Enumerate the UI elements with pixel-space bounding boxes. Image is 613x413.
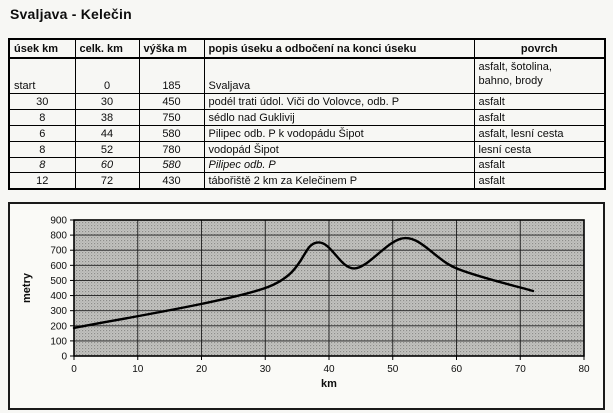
header-povrch: povrch bbox=[473, 38, 606, 59]
route-table-header: úsek km celk. km výška m popis úseku a o… bbox=[8, 38, 606, 59]
x-tick-label: 80 bbox=[578, 364, 590, 375]
cell-celk-km: 52 bbox=[74, 141, 140, 158]
cell-vyska-m: 430 bbox=[138, 172, 205, 190]
cell-vyska-m: 780 bbox=[138, 141, 205, 158]
y-tick-label: 700 bbox=[50, 246, 67, 257]
y-tick-label: 100 bbox=[50, 336, 67, 347]
route-table: úsek km celk. km výška m popis úseku a o… bbox=[8, 38, 606, 190]
cell-vyska-m: 580 bbox=[138, 125, 205, 142]
header-usek-km: úsek km bbox=[8, 38, 76, 59]
cell-vyska-m: 580 bbox=[138, 157, 205, 173]
cell-povrch: asfalt, šotolina, bahno, brody bbox=[473, 57, 606, 94]
route-row: start 0 185 Svaljava asfalt, šotolina, bahno,… bbox=[8, 57, 606, 94]
cell-povrch: lesní cesta bbox=[473, 141, 606, 158]
y-tick-label: 400 bbox=[50, 291, 67, 302]
route-row: 30 30 450 podél trati údol. Viči do Volovce… bbox=[8, 93, 606, 110]
cell-povrch: asfalt bbox=[473, 172, 606, 190]
cell-celk-km: 30 bbox=[74, 93, 140, 110]
cell-popis: vodopád Šipot bbox=[203, 141, 475, 158]
route-table-body: start 0 185 Svaljava asfalt, šotolina, bahno,… bbox=[8, 57, 606, 190]
cell-usek-km: 12 bbox=[8, 172, 76, 190]
y-tick-label: 0 bbox=[61, 352, 67, 363]
x-tick-label: 50 bbox=[387, 364, 399, 375]
route-row: 8 38 750 sédlo nad Guklivij asfalt bbox=[8, 109, 606, 126]
y-axis-label: metry bbox=[21, 272, 33, 303]
cell-vyska-m: 450 bbox=[138, 93, 205, 110]
x-tick-label: 70 bbox=[515, 364, 527, 375]
x-axis-label: km bbox=[321, 378, 337, 390]
page-title: Svaljava - Kelečin bbox=[10, 6, 132, 22]
cell-celk-km: 72 bbox=[74, 172, 140, 190]
x-tick-label: 60 bbox=[451, 364, 463, 375]
y-tick-label: 200 bbox=[50, 321, 67, 332]
cell-popis: tábořiště 2 km za Kelečinem P bbox=[203, 172, 475, 190]
cell-celk-km: 60 bbox=[74, 157, 140, 173]
y-tick-label: 800 bbox=[50, 231, 67, 242]
cell-povrch: asfalt bbox=[473, 157, 606, 173]
cell-celk-km: 44 bbox=[74, 125, 140, 142]
header-celk-km: celk. km bbox=[74, 38, 140, 59]
cell-celk-km: 38 bbox=[74, 109, 140, 126]
y-tick-label: 600 bbox=[50, 261, 67, 272]
route-row: 6 44 580 Pilipec odb. P k vodopádu Šipot asf… bbox=[8, 125, 606, 142]
elevation-line bbox=[72, 236, 535, 330]
cell-vyska-m: 185 bbox=[138, 57, 205, 94]
x-tick-label: 0 bbox=[71, 364, 77, 375]
y-tick-label: 500 bbox=[50, 276, 67, 287]
cell-usek-km: 8 bbox=[8, 141, 76, 158]
x-tick-label: 40 bbox=[323, 364, 335, 375]
elevation-chart: 0 100 200 300 400 500 600 700 800 900 0 10 20 30 40 50 6… bbox=[8, 202, 605, 410]
cell-popis: podél trati údol. Viči do Volovce, odb. … bbox=[203, 93, 475, 110]
x-tick-label: 10 bbox=[132, 364, 144, 375]
route-row: 8 52 780 vodopád Šipot lesní cesta bbox=[8, 141, 606, 158]
cell-usek-km: start bbox=[8, 57, 76, 94]
x-tick-label: 20 bbox=[196, 364, 208, 375]
header-vyska-m: výška m bbox=[138, 38, 205, 59]
cell-povrch: asfalt bbox=[473, 109, 606, 126]
cell-povrch: asfalt bbox=[473, 93, 606, 110]
elevation-chart-svg: 0 100 200 300 400 500 600 700 800 900 0 10 20 30 40 50 6… bbox=[21, 216, 590, 391]
cell-usek-km: 30 bbox=[8, 93, 76, 110]
cell-celk-km: 0 bbox=[74, 57, 140, 94]
cell-vyska-m: 750 bbox=[138, 109, 205, 126]
cell-povrch: asfalt, lesní cesta bbox=[473, 125, 606, 142]
cell-popis: Svaljava bbox=[203, 57, 475, 94]
cell-popis: sédlo nad Guklivij bbox=[203, 109, 475, 126]
cell-popis: Pilipec odb. P bbox=[203, 157, 475, 173]
y-tick-label: 300 bbox=[50, 306, 67, 317]
cell-popis: Pilipec odb. P k vodopádu Šipot bbox=[203, 125, 475, 142]
cell-usek-km: 8 bbox=[8, 109, 76, 126]
plot-frame bbox=[73, 219, 585, 357]
cell-usek-km: 8 bbox=[8, 157, 76, 173]
y-tick-label: 900 bbox=[50, 216, 67, 227]
cell-usek-km: 6 bbox=[8, 125, 76, 142]
header-popis: popis úseku a odbočení na konci úseku bbox=[203, 38, 475, 59]
x-tick-label: 30 bbox=[260, 364, 272, 375]
